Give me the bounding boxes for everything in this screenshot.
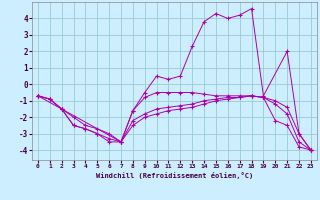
X-axis label: Windchill (Refroidissement éolien,°C): Windchill (Refroidissement éolien,°C) [96,172,253,179]
